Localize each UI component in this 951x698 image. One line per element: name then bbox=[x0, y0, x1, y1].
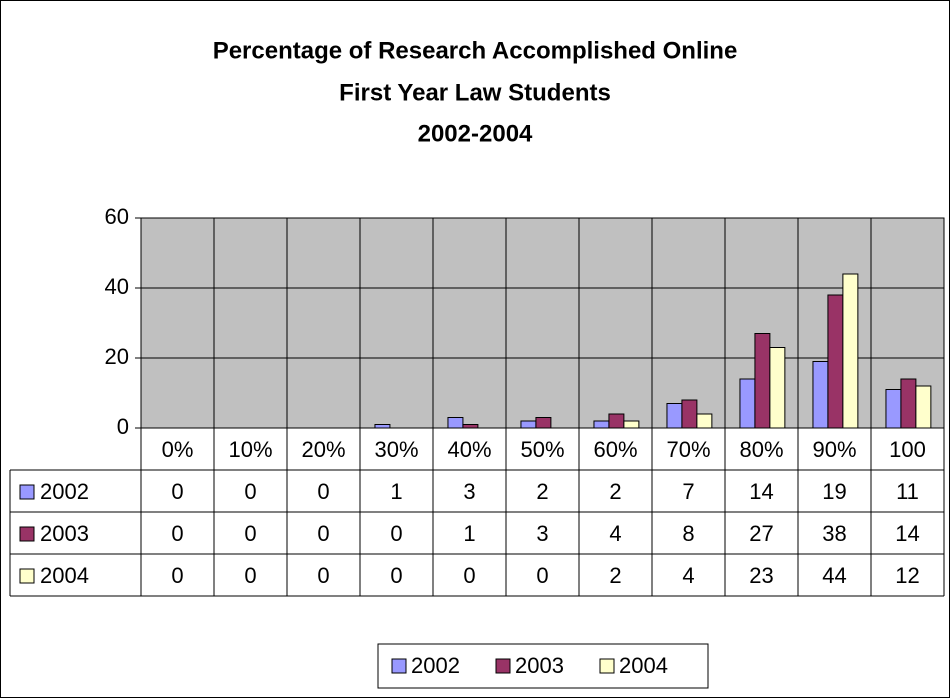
table-cell: 27 bbox=[749, 521, 773, 546]
table-cell: 0 bbox=[317, 521, 329, 546]
table-cell: 1 bbox=[390, 479, 402, 504]
table-cell: 0 bbox=[171, 479, 183, 504]
table-cell: 0 bbox=[317, 479, 329, 504]
table-row-label: 2004 bbox=[40, 563, 89, 588]
x-tick-label: 20% bbox=[301, 437, 345, 462]
x-tick-label: 10% bbox=[228, 437, 272, 462]
table-cell: 38 bbox=[822, 521, 846, 546]
bar bbox=[623, 420, 640, 429]
bar bbox=[812, 361, 829, 429]
bar bbox=[915, 385, 932, 429]
table-cell: 19 bbox=[822, 479, 846, 504]
table-cell: 3 bbox=[463, 479, 475, 504]
table-cell: 0 bbox=[244, 563, 256, 588]
table-cell: 44 bbox=[822, 563, 846, 588]
table-cell: 1 bbox=[463, 521, 475, 546]
legend-label: 2004 bbox=[619, 653, 668, 678]
table-row-label: 2003 bbox=[40, 521, 89, 546]
table-cell: 3 bbox=[536, 521, 548, 546]
bar bbox=[447, 417, 464, 429]
bar bbox=[900, 378, 917, 429]
table-cell: 0 bbox=[536, 563, 548, 588]
x-tick-label: 30% bbox=[374, 437, 418, 462]
bar bbox=[769, 347, 786, 429]
legend-swatch bbox=[599, 658, 615, 674]
bar bbox=[374, 424, 391, 429]
y-tick-label: 20 bbox=[105, 344, 129, 369]
x-tick-label: 40% bbox=[447, 437, 491, 462]
x-tick-label: 0% bbox=[162, 437, 194, 462]
plot-area bbox=[140, 217, 945, 429]
bar bbox=[666, 403, 683, 429]
legend-label: 2002 bbox=[411, 653, 460, 678]
bar bbox=[608, 413, 625, 429]
table-cell: 0 bbox=[390, 563, 402, 588]
x-tick-label: 50% bbox=[520, 437, 564, 462]
bar bbox=[754, 333, 771, 429]
table-legend-swatch bbox=[19, 484, 35, 500]
bar bbox=[462, 424, 479, 429]
x-tick-label: 90% bbox=[812, 437, 856, 462]
bar bbox=[739, 378, 756, 429]
table-row-label: 2002 bbox=[40, 479, 89, 504]
bar bbox=[535, 417, 552, 429]
chart-title: Percentage of Research Accomplished Onli… bbox=[213, 37, 738, 64]
table-cell: 2 bbox=[536, 479, 548, 504]
bar bbox=[885, 389, 902, 429]
bar bbox=[681, 399, 698, 429]
x-tick-label: 80% bbox=[739, 437, 783, 462]
legend-swatch bbox=[495, 658, 511, 674]
bar bbox=[696, 413, 713, 429]
table-cell: 0 bbox=[171, 521, 183, 546]
table-legend-swatch bbox=[19, 526, 35, 542]
x-tick-label: 100 bbox=[889, 437, 926, 462]
table-cell: 14 bbox=[895, 521, 919, 546]
legend-box bbox=[377, 643, 709, 689]
table-cell: 0 bbox=[244, 479, 256, 504]
table-cell: 0 bbox=[390, 521, 402, 546]
table-cell: 0 bbox=[463, 563, 475, 588]
legend-label: 2003 bbox=[515, 653, 564, 678]
bar bbox=[593, 420, 610, 429]
table-cell: 4 bbox=[682, 563, 694, 588]
chart-title: 2002-2004 bbox=[418, 120, 533, 147]
y-tick-label: 0 bbox=[117, 414, 129, 439]
table-cell: 2 bbox=[609, 563, 621, 588]
table-cell: 14 bbox=[749, 479, 773, 504]
legend-swatch bbox=[391, 658, 407, 674]
y-tick-label: 40 bbox=[105, 274, 129, 299]
chart-title: First Year Law Students bbox=[339, 79, 611, 106]
table-cell: 0 bbox=[317, 563, 329, 588]
bar bbox=[520, 420, 537, 429]
x-tick-label: 70% bbox=[666, 437, 710, 462]
table-cell: 0 bbox=[171, 563, 183, 588]
x-tick-label: 60% bbox=[593, 437, 637, 462]
y-tick-label: 60 bbox=[105, 204, 129, 229]
table-cell: 11 bbox=[896, 479, 919, 504]
table-legend-swatch bbox=[19, 568, 35, 584]
table-cell: 0 bbox=[244, 521, 256, 546]
table-cell: 12 bbox=[895, 563, 919, 588]
table-cell: 8 bbox=[682, 521, 694, 546]
bar bbox=[842, 273, 859, 429]
table-cell: 2 bbox=[609, 479, 621, 504]
table-cell: 7 bbox=[682, 479, 694, 504]
table-cell: 23 bbox=[749, 563, 773, 588]
table-cell: 4 bbox=[609, 521, 621, 546]
bar bbox=[827, 294, 844, 429]
